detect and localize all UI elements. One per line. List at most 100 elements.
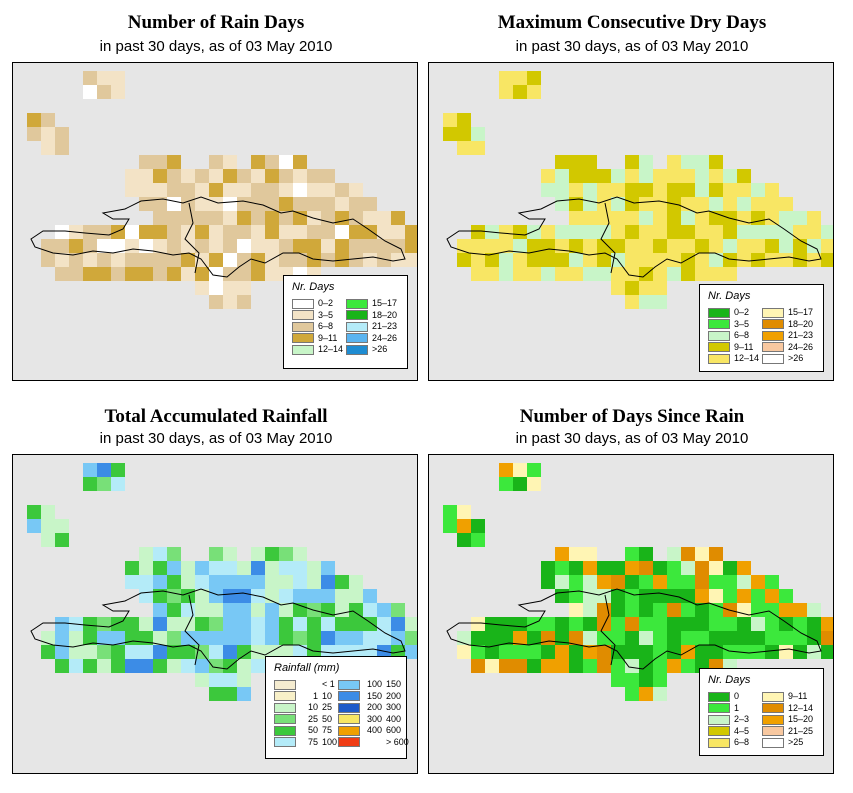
grid-cell — [209, 589, 223, 603]
grid-cell — [251, 169, 265, 183]
grid-cell — [639, 645, 653, 659]
grid-cell — [377, 645, 391, 659]
grid-cell — [153, 589, 167, 603]
grid-cell — [97, 645, 111, 659]
grid-cell — [55, 519, 69, 533]
grid-cell — [639, 603, 653, 617]
grid-cell — [513, 617, 527, 631]
grid-cell — [349, 183, 363, 197]
grid-cell — [667, 183, 681, 197]
grid-cell — [349, 197, 363, 211]
grid-cell — [223, 253, 237, 267]
grid-cell — [653, 295, 667, 309]
legend-label: 12–14 — [734, 353, 760, 364]
grid-cell — [27, 113, 41, 127]
grid-cell — [405, 645, 417, 659]
grid-cell — [709, 589, 723, 603]
grid-cell — [681, 547, 695, 561]
grid-cell — [695, 253, 709, 267]
grid-cell — [667, 169, 681, 183]
map-rain-days — [12, 62, 418, 381]
grid-cell — [209, 575, 223, 589]
grid-cell — [209, 225, 223, 239]
legend-swatch — [346, 344, 368, 355]
grid-cell — [541, 183, 555, 197]
grid-cell — [167, 659, 181, 673]
grid-cell — [709, 561, 723, 575]
grid-cell — [737, 589, 751, 603]
panel-subtitle: in past 30 days, as of 03 May 2010 — [99, 430, 333, 447]
grid-cell — [69, 659, 83, 673]
grid-cell — [667, 645, 681, 659]
grid-cell — [681, 645, 695, 659]
grid-cell — [335, 211, 349, 225]
grid-cell — [667, 631, 681, 645]
grid-cell — [681, 603, 695, 617]
grid-cell — [485, 659, 499, 673]
grid-cell — [737, 239, 751, 253]
grid-cell — [555, 197, 569, 211]
legend-swatch — [762, 319, 784, 330]
grid-cell — [667, 211, 681, 225]
grid-cell — [499, 239, 513, 253]
grid-cell — [695, 589, 709, 603]
legend-label-high: > 600 — [386, 736, 409, 747]
grid-cell — [639, 687, 653, 701]
grid-cell — [83, 85, 97, 99]
border-line — [600, 202, 616, 274]
legend-label-low: 150 — [366, 690, 382, 701]
grid-cell — [279, 589, 293, 603]
grid-cell — [237, 575, 251, 589]
grid-cell — [625, 645, 639, 659]
grid-cell — [513, 463, 527, 477]
grid-cell — [695, 617, 709, 631]
legend-item: >26 — [346, 344, 387, 355]
legend-label: 18–20 — [788, 318, 814, 329]
grid-cell — [527, 463, 541, 477]
legend-label-low: 200 — [366, 702, 382, 713]
grid-cell — [293, 169, 307, 183]
grid-cell — [709, 645, 723, 659]
grid-cell — [195, 617, 209, 631]
grid-cell — [457, 533, 471, 547]
legend-label-low: 1 — [312, 690, 318, 701]
grid-cell — [583, 267, 597, 281]
grid-cell — [723, 575, 737, 589]
grid-cell — [237, 183, 251, 197]
grid-cell — [195, 169, 209, 183]
legend-swatch — [762, 307, 784, 318]
grid-cell — [307, 589, 321, 603]
legend-label: 3–5 — [318, 309, 334, 320]
legend-label: 15–17 — [372, 298, 398, 309]
grid-cell — [709, 155, 723, 169]
grid-cell — [279, 169, 293, 183]
grid-cell — [209, 547, 223, 561]
grid-cell — [237, 561, 251, 575]
grid-cell — [405, 617, 417, 631]
grid-cell — [569, 575, 583, 589]
grid-cell — [97, 659, 111, 673]
legend-swatch — [762, 703, 784, 714]
grid-cell — [97, 253, 111, 267]
grid-cell — [499, 85, 513, 99]
panel-rain-days: Number of Rain Days in past 30 days, as … — [6, 4, 426, 394]
legend-item: 12–14 — [292, 344, 343, 355]
grid-cell — [83, 239, 97, 253]
grid-cell — [195, 575, 209, 589]
grid-cell — [41, 113, 55, 127]
grid-cell — [111, 239, 125, 253]
grid-cell — [139, 225, 153, 239]
legend-item: 150 200 — [338, 691, 401, 702]
grid-cell — [555, 253, 569, 267]
grid-cell — [765, 645, 779, 659]
grid-cell — [457, 141, 471, 155]
grid-cell — [139, 589, 153, 603]
grid-cell — [251, 253, 265, 267]
legend-label-low: 75 — [307, 736, 318, 747]
grid-cell — [349, 225, 363, 239]
legend-swatch — [762, 737, 784, 748]
grid-cell — [265, 253, 279, 267]
legend-item: 3–5 — [292, 310, 333, 321]
grid-cell — [667, 239, 681, 253]
grid-cell — [611, 197, 625, 211]
